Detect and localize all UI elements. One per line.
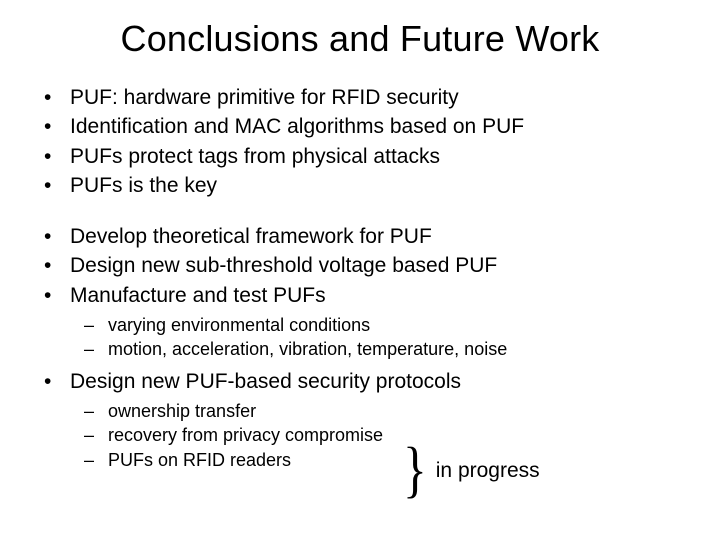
bullet-icon: • xyxy=(40,143,70,170)
list-text: Design new PUF-based security protocols xyxy=(70,368,680,395)
brace-icon: } xyxy=(403,446,427,496)
slide-title: Conclusions and Future Work xyxy=(40,18,680,60)
dash-icon: – xyxy=(82,448,108,472)
bullet-icon: • xyxy=(40,113,70,140)
brace-label: in progress xyxy=(436,459,540,483)
list-item: •PUFs is the key xyxy=(40,172,680,199)
list-text: Identification and MAC algorithms based … xyxy=(70,113,680,140)
list-text: PUF: hardware primitive for RFID securit… xyxy=(70,84,680,111)
brace-annotation: } in progress xyxy=(400,446,540,496)
bullet-group-1: •PUF: hardware primitive for RFID securi… xyxy=(40,84,680,199)
list-text: Develop theoretical framework for PUF xyxy=(70,223,680,250)
bullet-group-2: •Develop theoretical framework for PUF •… xyxy=(40,223,680,309)
list-text: varying environmental conditions xyxy=(108,313,680,337)
list-text: Design new sub-threshold voltage based P… xyxy=(70,252,680,279)
bullet-group-3: •Design new PUF-based security protocols xyxy=(40,368,680,395)
spacer xyxy=(40,201,680,223)
list-text: Manufacture and test PUFs xyxy=(70,282,680,309)
list-text: recovery from privacy compromise xyxy=(108,423,680,447)
list-item: •Manufacture and test PUFs xyxy=(40,282,680,309)
list-item: •Design new PUF-based security protocols xyxy=(40,368,680,395)
dash-icon: – xyxy=(82,313,108,337)
list-item: •PUFs protect tags from physical attacks xyxy=(40,143,680,170)
list-item: –varying environmental conditions xyxy=(82,313,680,337)
list-text: PUFs protect tags from physical attacks xyxy=(70,143,680,170)
list-item: •Design new sub-threshold voltage based … xyxy=(40,252,680,279)
bullet-icon: • xyxy=(40,172,70,199)
dash-icon: – xyxy=(82,337,108,361)
list-text: PUFs on RFID readers xyxy=(108,448,680,472)
list-item: •Identification and MAC algorithms based… xyxy=(40,113,680,140)
bullet-icon: • xyxy=(40,368,70,395)
sub-bullet-group-1: –varying environmental conditions –motio… xyxy=(82,313,680,362)
sub-bullet-group-2: –ownership transfer –recovery from priva… xyxy=(82,399,680,472)
bullet-icon: • xyxy=(40,223,70,250)
list-text: motion, acceleration, vibration, tempera… xyxy=(108,337,680,361)
list-item: –recovery from privacy compromise xyxy=(82,423,680,447)
dash-icon: – xyxy=(82,399,108,423)
bullet-icon: • xyxy=(40,84,70,111)
list-item: •Develop theoretical framework for PUF xyxy=(40,223,680,250)
list-text: ownership transfer xyxy=(108,399,680,423)
slide: Conclusions and Future Work •PUF: hardwa… xyxy=(0,0,720,540)
list-item: –PUFs on RFID readers xyxy=(82,448,680,472)
bullet-icon: • xyxy=(40,252,70,279)
list-text: PUFs is the key xyxy=(70,172,680,199)
list-item: –motion, acceleration, vibration, temper… xyxy=(82,337,680,361)
list-item: •PUF: hardware primitive for RFID securi… xyxy=(40,84,680,111)
list-item: –ownership transfer xyxy=(82,399,680,423)
dash-icon: – xyxy=(82,423,108,447)
bullet-icon: • xyxy=(40,282,70,309)
